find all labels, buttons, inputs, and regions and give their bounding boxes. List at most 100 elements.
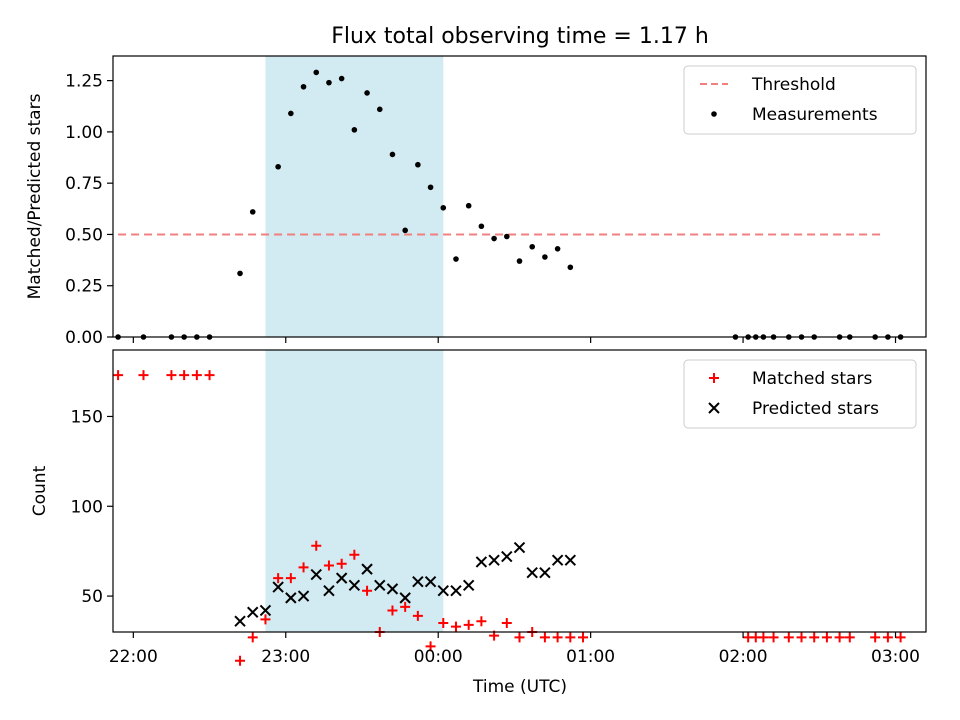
predicted-stars-point <box>475 556 488 568</box>
matched-stars-point <box>578 632 589 643</box>
predicted-stars-point <box>513 541 526 554</box>
measurements-point <box>237 270 243 277</box>
matched-stars-point <box>166 370 177 381</box>
legend-marker <box>711 111 717 117</box>
matched-stars-point <box>870 632 881 643</box>
predicted-stars-point <box>247 606 259 618</box>
legend-label: Threshold <box>751 75 836 95</box>
predicted-stars-point <box>399 592 411 604</box>
shaded-interval <box>265 56 444 337</box>
measurements-point <box>427 184 434 191</box>
y-tick-label: 0.00 <box>65 328 103 348</box>
matched-stars-point <box>273 573 284 584</box>
predicted-stars-point <box>462 579 475 592</box>
measurements-point <box>313 69 320 76</box>
measurements-point <box>326 79 332 86</box>
matched-stars-point <box>235 655 246 666</box>
measurements-point <box>567 264 574 271</box>
measurements-point <box>529 243 536 250</box>
predicted-stars-point <box>310 568 322 581</box>
predicted-stars-point <box>412 575 424 588</box>
measurements-point <box>300 83 307 90</box>
shaded-interval <box>265 350 444 632</box>
measurements-point <box>275 163 281 170</box>
ratio-y-axis-label: Matched/Predicted stars <box>25 93 45 299</box>
matched-stars-point <box>783 632 794 643</box>
measurements-point <box>364 90 370 96</box>
count-panel: 50 100 150 Count Matched stars Predicted st… <box>30 349 927 666</box>
ratio-marks <box>115 69 904 340</box>
predicted-stars-point <box>348 579 361 592</box>
matched-stars-point <box>298 562 309 573</box>
legend-marker <box>708 402 720 414</box>
matched-stars-point <box>400 601 411 612</box>
measurements-point <box>389 151 396 158</box>
measurements-point <box>351 127 358 133</box>
predicted-stars-point <box>551 554 564 566</box>
y-tick-label: 150 <box>71 407 103 427</box>
matched-stars-point <box>438 618 449 629</box>
matched-stars-point <box>204 370 215 381</box>
measurements-point <box>491 235 497 242</box>
y-tick-label: 0.75 <box>65 174 103 194</box>
predicted-stars-point <box>424 575 437 588</box>
predicted-stars-point <box>234 615 246 627</box>
matched-stars-point <box>179 370 190 381</box>
measurements-point <box>376 106 383 113</box>
measurements-point <box>440 204 447 211</box>
predicted-stars-point <box>374 579 386 592</box>
x-tick-label: 22:00 <box>109 647 158 667</box>
y-tick-label: 100 <box>71 497 103 517</box>
count-axes-frame <box>112 349 927 633</box>
matched-stars-point <box>758 632 769 643</box>
x-tick-label: 00:00 <box>414 647 463 667</box>
matched-stars-point <box>387 605 398 616</box>
measurements-point <box>402 227 408 234</box>
matched-stars-point <box>285 573 296 584</box>
legend-box <box>683 65 917 135</box>
ratio-legend: Threshold Measurements <box>683 65 917 135</box>
y-tick-label: 0.25 <box>65 277 103 297</box>
matched-stars-point <box>336 558 347 569</box>
legend-label: Measurements <box>752 105 878 125</box>
count-y-ticks: 50 100 150 <box>71 407 113 607</box>
x-axis-label: Time (UTC) <box>472 677 567 697</box>
matched-stars-point <box>362 585 373 596</box>
measurements-point <box>453 256 459 262</box>
measurements-point <box>503 233 510 240</box>
matched-stars-point <box>552 632 563 643</box>
predicted-stars-point <box>386 583 399 595</box>
matched-stars-point <box>844 632 855 643</box>
ratio-axes-frame <box>112 55 927 338</box>
count-y-axis-label: Count <box>30 465 50 516</box>
matched-stars-point <box>247 632 258 643</box>
y-tick-label: 50 <box>81 587 103 607</box>
predicted-stars-point <box>564 554 577 566</box>
predicted-stars-point <box>539 567 551 579</box>
matched-stars-point <box>821 632 832 643</box>
measurements-point <box>542 254 548 260</box>
predicted-stars-point <box>501 550 513 563</box>
predicted-stars-point <box>488 554 500 566</box>
measurements-point <box>288 110 294 117</box>
x-tick-label: 01:00 <box>566 647 615 667</box>
matched-stars-point <box>113 370 124 381</box>
matched-stars-point <box>768 632 779 643</box>
matched-stars-point <box>138 370 149 381</box>
predicted-stars-point <box>323 584 335 597</box>
x-axis: 22:00 23:00 00:00 01:00 02:00 03:00 <box>109 337 920 667</box>
matched-stars-point <box>796 632 807 643</box>
y-tick-label: 1.00 <box>65 123 103 143</box>
matched-stars-point <box>895 632 906 643</box>
matched-stars-point <box>809 632 820 643</box>
matched-stars-point <box>539 632 550 643</box>
y-tick-label: 0.50 <box>65 225 103 245</box>
measurements-point <box>516 258 523 264</box>
matched-stars-point <box>323 560 334 571</box>
predicted-stars-point <box>526 567 538 579</box>
predicted-stars-point <box>450 584 462 597</box>
matched-stars-point <box>501 618 512 629</box>
x-tick-label: 02:00 <box>719 647 768 667</box>
measurements-point <box>554 246 561 252</box>
